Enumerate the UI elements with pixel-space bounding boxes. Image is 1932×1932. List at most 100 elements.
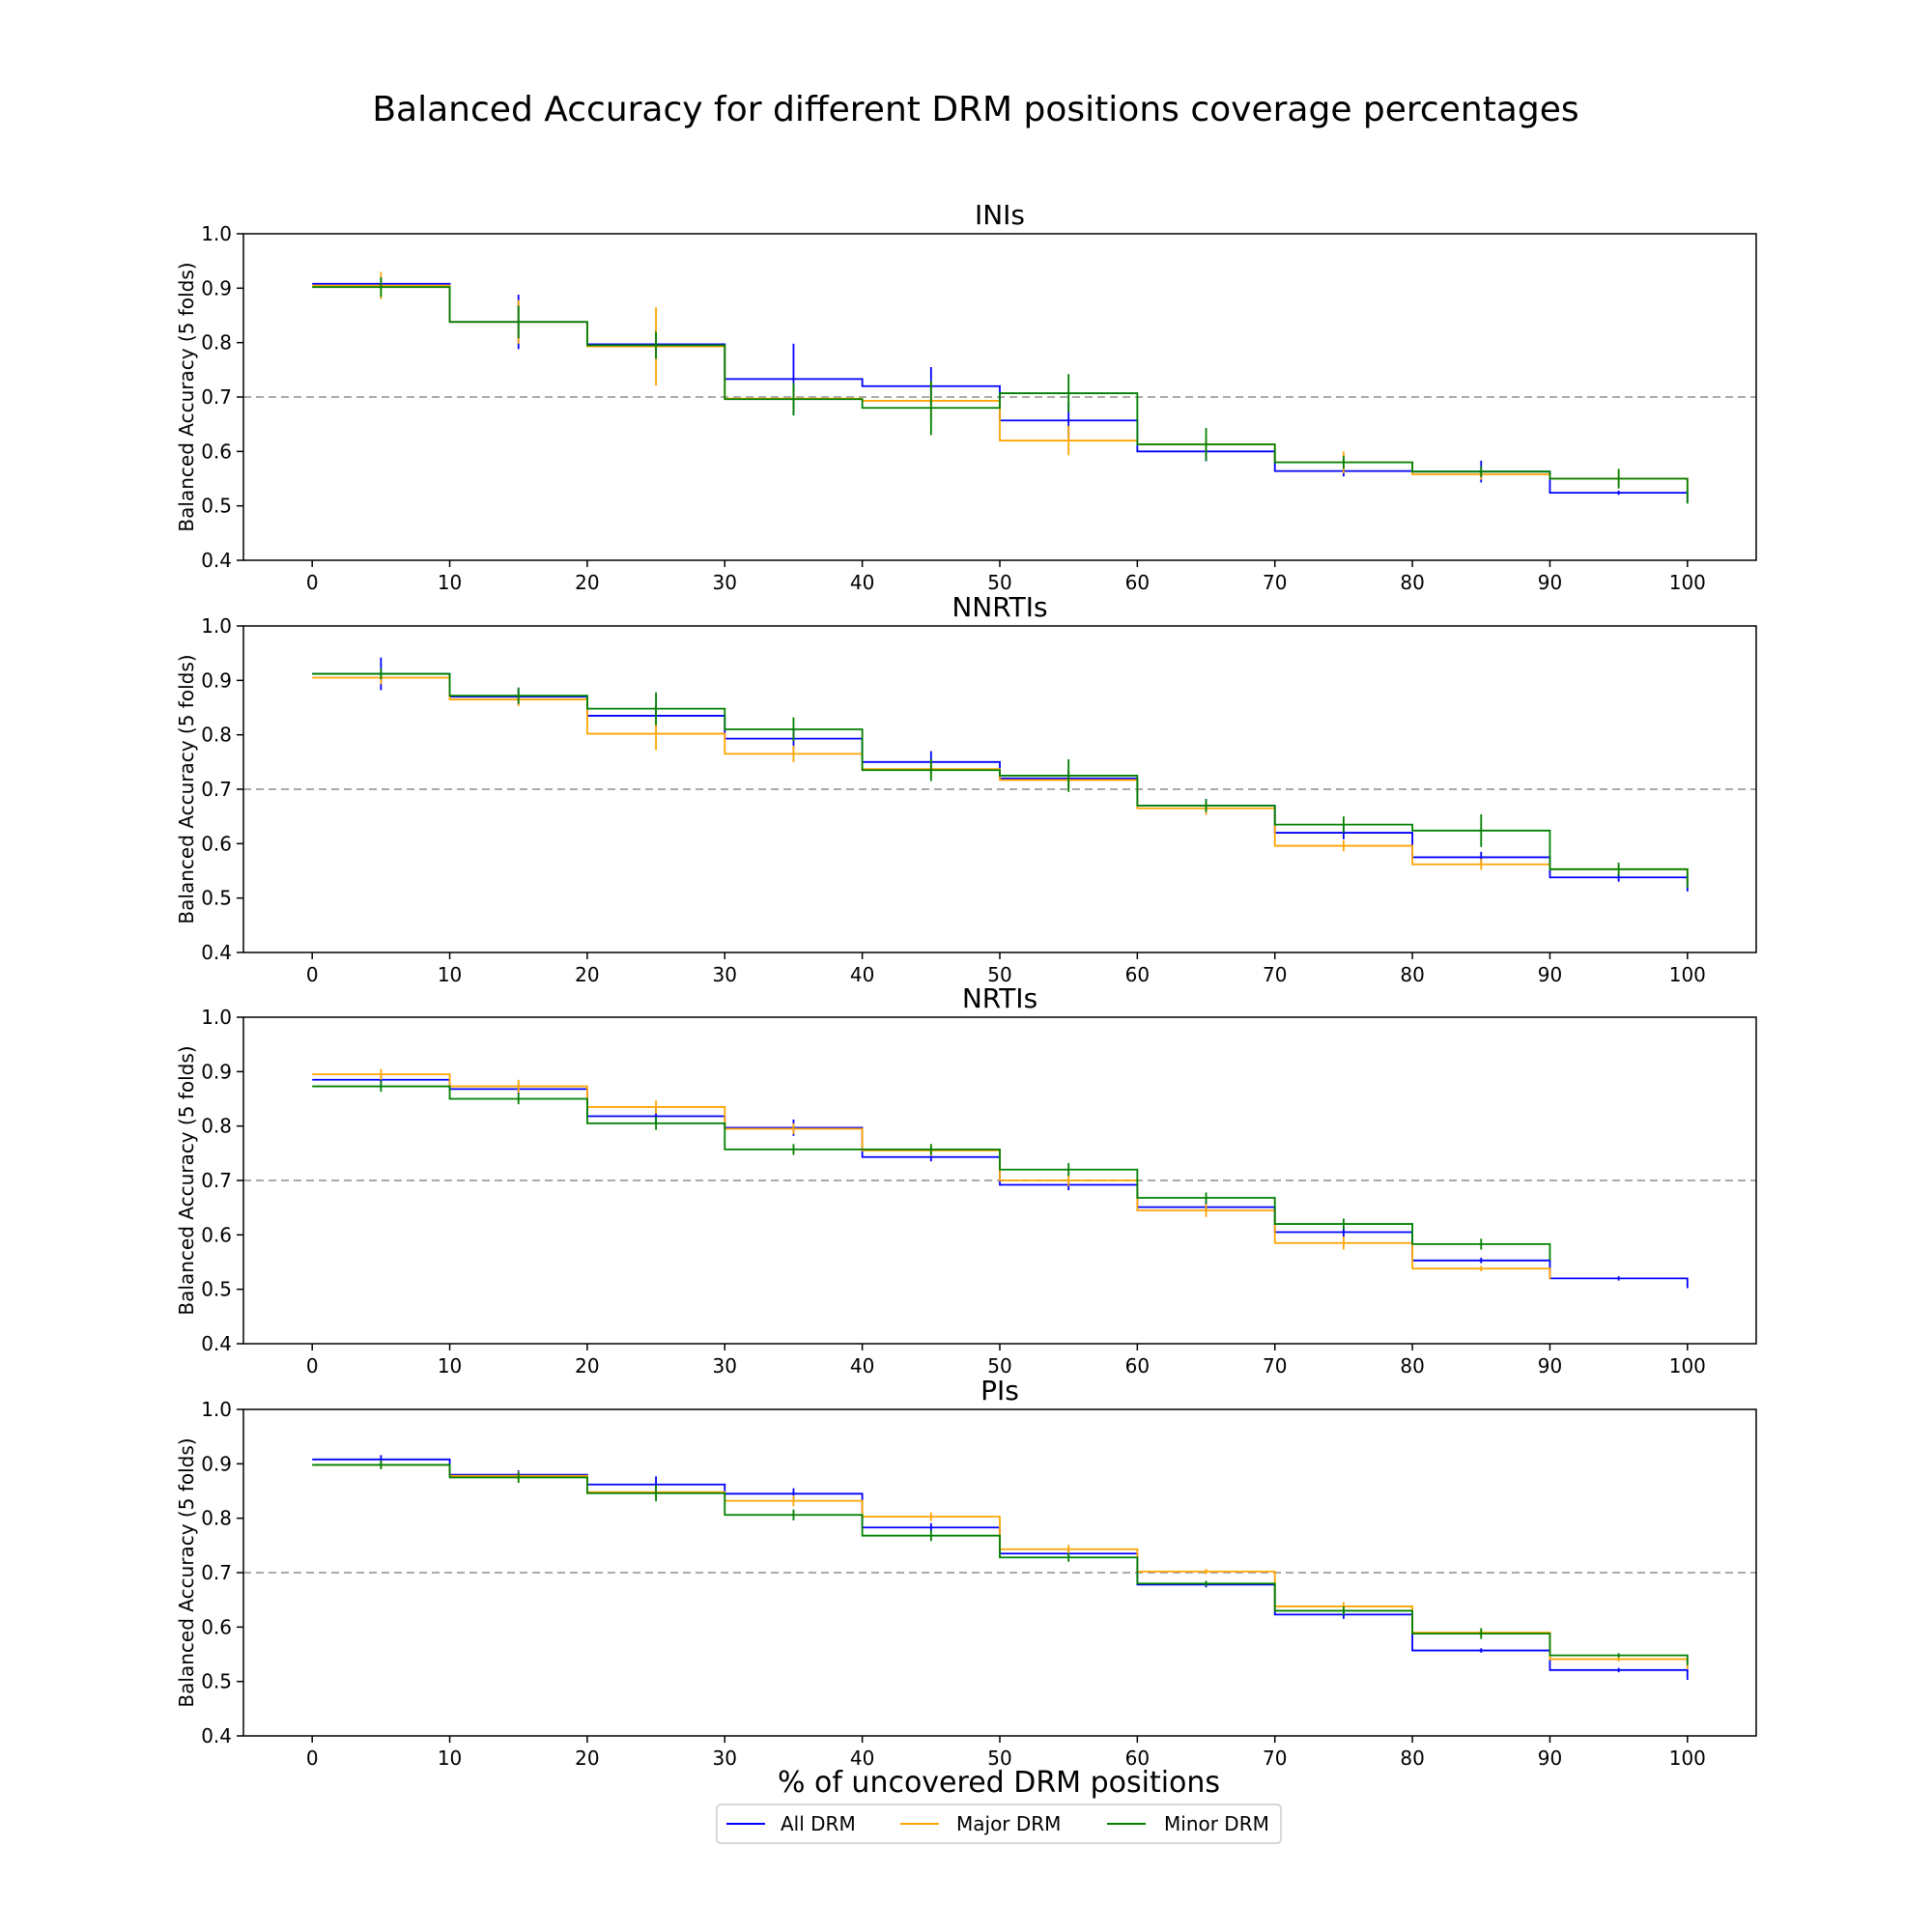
y-tick-label: 0.5 — [201, 1670, 232, 1693]
step-line — [312, 1463, 1689, 1665]
y-tick-label: 0.8 — [201, 1507, 232, 1530]
x-tick-label: 60 — [1125, 1747, 1150, 1770]
y-tick-label: 0.5 — [201, 887, 232, 910]
x-tick-label: 100 — [1669, 571, 1706, 594]
legend-entry-minor-drm: Minor DRM — [1107, 1812, 1269, 1835]
x-tick-label: 40 — [850, 963, 874, 986]
legend-label: All DRM — [781, 1812, 856, 1835]
subplot-pis: PIs Balanced Accuracy (5 folds) 0 10 20 30 40 5… — [175, 1375, 1757, 1770]
y-tick-label: 0.5 — [201, 495, 232, 518]
x-tick-label: 50 — [987, 1354, 1011, 1378]
x-tick-label: 40 — [850, 1354, 874, 1378]
subplot-nnrtis: NNRTIs Balanced Accuracy (5 folds) 0 10 20 30… — [175, 591, 1757, 986]
subplot-title: NNRTIs — [952, 591, 1047, 623]
subplot-nrtis: NRTIs Balanced Accuracy (5 folds) 0 10 20 30 4… — [175, 982, 1757, 1378]
x-tick-label: 100 — [1669, 1747, 1706, 1770]
x-tick-label: 40 — [850, 571, 874, 594]
x-tick-label: 10 — [438, 1354, 462, 1378]
y-tick-label: 0.6 — [201, 1615, 232, 1638]
x-tick-label: 10 — [438, 963, 462, 986]
subplot-title: INIs — [975, 199, 1025, 231]
y-tick-label: 0.8 — [201, 1115, 232, 1138]
y-tick-label: 1.0 — [201, 614, 232, 638]
x-tick-label: 90 — [1538, 1354, 1562, 1378]
y-tick-label: 0.5 — [201, 1278, 232, 1301]
subplots: INIs Balanced Accuracy (5 folds) 0 10 20 30 40… — [175, 199, 1757, 1770]
x-tick-label: 90 — [1538, 963, 1562, 986]
x-tick-label: 10 — [438, 571, 462, 594]
series-minor-drm — [312, 1080, 1551, 1261]
y-tick-label: 1.0 — [201, 222, 232, 245]
step-line — [312, 286, 1689, 504]
step-line — [312, 672, 1689, 888]
series-minor-drm — [312, 668, 1689, 888]
y-tick-label: 0.7 — [201, 1561, 232, 1584]
subplot-title: NRTIs — [962, 982, 1037, 1014]
x-tick-label: 70 — [1263, 1747, 1287, 1770]
y-tick-label: 0.6 — [201, 832, 232, 855]
series-minor-drm — [312, 1460, 1689, 1665]
x-tick-label: 60 — [1125, 1354, 1150, 1378]
step-line — [312, 1458, 1689, 1680]
x-tick-label: 100 — [1669, 963, 1706, 986]
x-tick-label: 30 — [713, 1747, 737, 1770]
x-tick-label: 20 — [575, 571, 599, 594]
series-minor-drm — [312, 277, 1689, 504]
series-major-drm — [312, 1068, 1551, 1280]
step-line — [312, 1073, 1551, 1280]
legend-label: Major DRM — [956, 1812, 1061, 1835]
legend-frame — [716, 1804, 1282, 1844]
y-tick-label: 1.0 — [201, 1006, 232, 1029]
x-tick-label: 80 — [1400, 571, 1424, 594]
legend-entry-all-drm: All DRM — [726, 1812, 856, 1835]
y-tick-label: 0.9 — [201, 1060, 232, 1083]
y-tick-label: 0.6 — [201, 440, 232, 463]
y-tick-label: 0.4 — [201, 549, 232, 572]
x-tick-label: 30 — [713, 963, 737, 986]
y-tick-label: 1.0 — [201, 1398, 232, 1421]
x-tick-label: 100 — [1669, 1354, 1706, 1378]
step-line — [312, 1085, 1551, 1261]
y-axis-label: Balanced Accuracy (5 folds) — [175, 262, 198, 531]
subplot-inis: INIs Balanced Accuracy (5 folds) 0 10 20 30 40… — [175, 199, 1757, 594]
y-tick-label: 0.6 — [201, 1223, 232, 1246]
x-axis-label: % of uncovered DRM positions — [778, 1766, 1220, 1800]
y-tick-label: 0.4 — [201, 1724, 232, 1747]
subplot-title: PIs — [980, 1375, 1019, 1406]
legend-label: Minor DRM — [1164, 1812, 1269, 1835]
x-tick-label: 0 — [306, 1354, 319, 1378]
y-tick-label: 0.9 — [201, 1452, 232, 1475]
x-tick-label: 0 — [306, 1747, 319, 1770]
x-tick-label: 80 — [1400, 1747, 1424, 1770]
x-tick-label: 0 — [306, 963, 319, 986]
legend-entry-major-drm: Major DRM — [900, 1812, 1061, 1835]
x-tick-label: 0 — [306, 571, 319, 594]
x-tick-label: 20 — [575, 1747, 599, 1770]
x-tick-label: 60 — [1125, 571, 1150, 594]
x-tick-label: 40 — [850, 1747, 874, 1770]
x-tick-label: 20 — [575, 963, 599, 986]
y-tick-label: 0.9 — [201, 276, 232, 299]
x-tick-label: 50 — [987, 963, 1011, 986]
x-tick-label: 60 — [1125, 963, 1150, 986]
x-tick-label: 70 — [1263, 1354, 1287, 1378]
y-tick-label: 0.4 — [201, 1332, 232, 1355]
y-tick-label: 0.8 — [201, 724, 232, 747]
x-tick-label: 10 — [438, 1747, 462, 1770]
y-tick-label: 0.9 — [201, 668, 232, 692]
x-tick-label: 70 — [1263, 571, 1287, 594]
y-tick-label: 0.7 — [201, 385, 232, 409]
x-tick-label: 90 — [1538, 1747, 1562, 1770]
step-line — [312, 676, 1689, 884]
x-tick-label: 90 — [1538, 571, 1562, 594]
step-line — [312, 1078, 1689, 1289]
series-all-drm — [312, 1455, 1689, 1680]
x-tick-label: 30 — [713, 1354, 737, 1378]
y-axis-label: Balanced Accuracy (5 folds) — [175, 654, 198, 923]
x-tick-label: 50 — [987, 1747, 1011, 1770]
y-tick-label: 0.4 — [201, 941, 232, 964]
x-tick-label: 80 — [1400, 1354, 1424, 1378]
x-tick-label: 80 — [1400, 963, 1424, 986]
y-tick-label: 0.7 — [201, 778, 232, 801]
